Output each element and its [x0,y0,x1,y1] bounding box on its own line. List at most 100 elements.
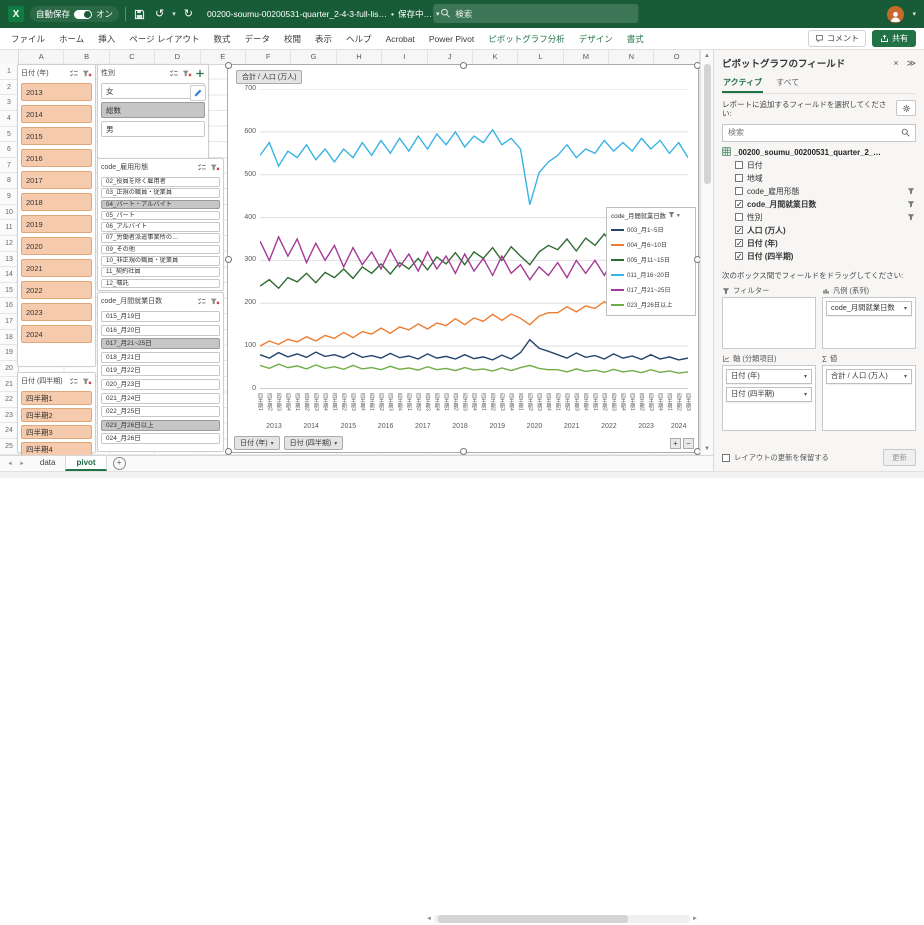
field-checkbox[interactable] [735,174,743,183]
area-field-pill[interactable]: 合計 / 人口 (万人) ▾ [826,368,912,384]
slicer-item[interactable]: 024_月26日 [101,433,220,445]
field-row[interactable]: ✓ 日付 (年) [722,237,916,250]
horizontal-scrollbar[interactable]: ◄ ► [426,913,698,925]
field-checkbox[interactable]: ✓ [735,226,743,236]
ribbon-tab-10[interactable]: Power Pivot [428,33,475,44]
row-header-15[interactable]: 15 [0,283,18,299]
clear-filter-icon[interactable] [81,376,92,386]
autosave-toggle[interactable]: 自動保存 オン [30,6,120,22]
row-header-12[interactable]: 12 [0,236,18,252]
column-header-A[interactable]: A [19,50,65,64]
plot-area[interactable] [260,89,688,389]
scroll-up-icon[interactable]: ▲ [704,53,710,59]
row-header-16[interactable]: 16 [0,298,18,314]
column-header-H[interactable]: H [337,50,383,64]
value-field-button[interactable]: 合計 / 人口 (万人) [236,70,303,84]
multi-select-icon[interactable] [68,376,79,386]
row-header-14[interactable]: 14 [0,267,18,283]
slicer-item[interactable]: 020_月23日 [101,378,220,390]
column-header-N[interactable]: N [609,50,655,64]
search-box[interactable]: 検索 [433,4,639,23]
slicer-item[interactable]: 04_パート・アルバイト [101,199,220,210]
area-field-pill[interactable]: code_月間就業日数 ▾ [826,300,912,316]
multi-select-icon[interactable] [68,68,79,78]
row-header-17[interactable]: 17 [0,314,18,330]
slicer-item[interactable]: 016_月20日 [101,324,220,336]
resize-handle-w[interactable] [225,255,232,263]
series-003_月1~5日[interactable] [260,338,688,361]
resize-handle-sw[interactable] [225,448,232,455]
column-header-J[interactable]: J [428,50,473,64]
field-checkbox[interactable]: ✓ [735,200,743,210]
scroll-down-icon[interactable]: ▼ [704,446,710,452]
row-header-4[interactable]: 4 [0,111,18,127]
slicer-item[interactable]: 2017 [21,171,92,189]
row-header-25[interactable]: 25 [0,439,18,455]
legend-item[interactable]: 023_月26日以上 [611,297,691,312]
column-header-I[interactable]: I [382,50,428,64]
ribbon-tab-13[interactable]: 書式 [626,33,644,44]
slicer-item[interactable]: 09_その他 [101,244,220,255]
slicer-item[interactable]: 023_月26日以上 [101,419,220,431]
ribbon-tab-12[interactable]: デザイン [578,33,613,44]
column-header-M[interactable]: M [564,50,610,64]
slicer-item[interactable]: 2021 [21,259,92,277]
legend-field-button[interactable]: code_月間就業日数 ▾ [611,211,691,220]
slicer-item[interactable]: 2016 [21,149,92,167]
ribbon-tab-5[interactable]: データ [244,33,271,44]
field-checkbox[interactable] [735,161,743,170]
slicer-item[interactable]: 05_パート [101,210,220,221]
row-header-5[interactable]: 5 [0,127,18,143]
slicer-item[interactable]: 2023 [21,303,92,321]
field-row[interactable]: code_雇用形態 [722,185,916,198]
row-header-11[interactable]: 11 [0,220,18,236]
slicer-item[interactable]: 四半期2 [21,408,92,422]
edit-pencil-icon[interactable] [190,85,206,101]
slicer-gender[interactable]: 性別女総数男 [97,64,209,159]
column-header-L[interactable]: L [518,50,564,64]
row-header-10[interactable]: 10 [0,205,18,221]
save-icon[interactable] [132,9,147,20]
column-header-C[interactable]: C [110,50,156,64]
slicer-item[interactable]: 018_月21日 [101,351,220,363]
slicer-item[interactable]: 四半期3 [21,425,92,439]
slicer-item[interactable]: 2015 [21,127,92,145]
collapse-field-button[interactable]: − [683,438,694,449]
slicer-item[interactable]: 2013 [21,83,92,101]
legend-item[interactable]: 011_月16~20日 [611,267,691,282]
ribbon-tab-2[interactable]: 挿入 [98,33,116,44]
multi-select-icon[interactable] [196,296,207,306]
slicer-item[interactable]: 10_非正規の職員・従業員 [101,255,220,266]
chevron-down-icon[interactable]: ▾ [912,11,916,18]
legend-item[interactable]: 017_月21~25日 [611,282,691,297]
ribbon-tab-3[interactable]: ページ レイアウト [129,33,200,44]
field-row[interactable]: 性別 [722,211,916,224]
clear-filter-icon[interactable] [209,296,220,306]
slicer-item[interactable]: 2020 [21,237,92,255]
select-all-corner[interactable] [0,50,19,64]
field-checkbox[interactable] [735,213,743,222]
slicer-item[interactable]: 総数 [101,102,205,118]
ribbon-tab-4[interactable]: 数式 [213,33,231,44]
row-header-22[interactable]: 22 [0,392,18,408]
axis-field-button-0[interactable]: 日付 (年) ▾ [234,436,280,450]
legend-item[interactable]: 005_月11~15日 [611,252,691,267]
slicer-item[interactable]: 07_労働者派遣事業所の… [101,233,220,243]
clear-filter-icon[interactable] [181,68,192,78]
row-header-18[interactable]: 18 [0,330,18,346]
row-header-8[interactable]: 8 [0,173,18,189]
field-row[interactable]: 地域 [722,172,916,185]
row-header-2[interactable]: 2 [0,80,18,96]
drop-zone-filter[interactable] [722,296,816,349]
column-header-F[interactable]: F [246,50,292,64]
row-header-24[interactable]: 24 [0,423,18,439]
field-row[interactable]: 日付 [722,159,916,172]
pivot-chart[interactable]: 合計 / 人口 (万人) 0 100 200 300 400 500 600 700 四半期1 四半… [225,62,700,455]
slicer-item[interactable]: 03_正規の職員・従業員 [101,188,220,198]
resize-handle-s[interactable] [460,448,467,455]
field-tree-root[interactable]: _00200_soumu_00200531_quarter_2_… [722,146,916,159]
slicer-item[interactable]: 017_月21~25日 [101,338,220,350]
pane-tab-すべて[interactable]: すべて [776,78,800,87]
row-header-19[interactable]: 19 [0,345,18,361]
series-023_月26日以上[interactable] [260,363,688,374]
